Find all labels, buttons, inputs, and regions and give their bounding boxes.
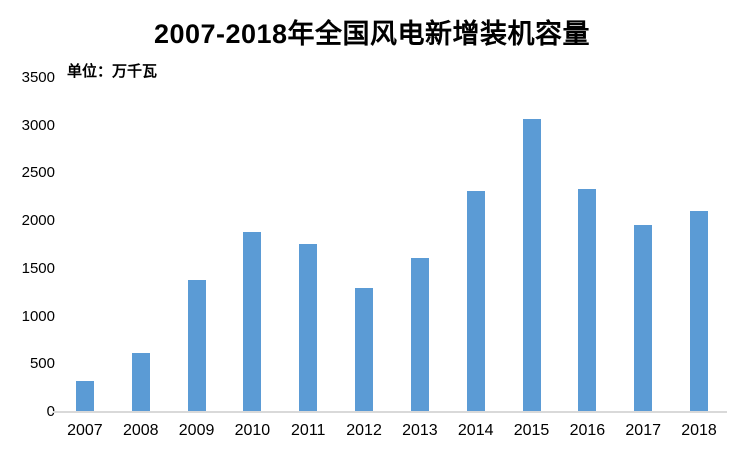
bar-2018 [690,210,709,412]
bar-slot-2012 [336,78,392,412]
x-axis: 2007 2008 2009 2010 2011 2012 2013 2014 2015 2016… [57,422,727,440]
bar-slot-2014 [448,78,504,412]
y-tick-label: 2000 [21,212,55,230]
bar-slot-2010 [224,78,280,412]
bar-slot-2009 [169,78,225,412]
bar-slot-2007 [57,78,113,412]
bar-slot-2016 [559,78,615,412]
x-tick-label: 2009 [178,422,215,439]
bar-2012 [355,287,374,412]
bar-slot-2017 [615,78,671,412]
bar-slot-2018 [671,78,727,412]
bar-2011 [299,244,318,412]
bar-2017 [634,225,653,412]
x-tick-label: 2011 [291,422,326,439]
x-tick-label: 2014 [457,422,494,439]
y-axis: 0 500 1000 1500 2000 2500 3000 3500 [0,0,55,456]
bar-2008 [131,352,150,412]
x-axis-line [53,411,727,413]
bar-slot-2013 [392,78,448,412]
bar-2015 [522,119,541,412]
x-tick-label: 2017 [625,422,661,439]
bar-2007 [75,380,94,412]
x-tick-label: 2012 [346,422,382,439]
x-tick-label: 2016 [569,422,606,439]
bar-2013 [410,258,429,412]
y-tick-label: 500 [29,355,55,373]
x-tick-label: 2008 [122,422,159,439]
x-tick-label: 2018 [681,422,717,439]
bar-slot-2015 [504,78,560,412]
y-tick-label: 1500 [21,259,55,277]
plot-area [57,78,727,412]
y-tick-label: 3000 [21,116,55,134]
bar-2009 [187,280,206,412]
x-tick-label: 2015 [513,422,550,439]
bar-slot-2008 [113,78,169,412]
x-tick-label: 2013 [402,422,438,439]
y-tick-label: 1000 [21,307,55,325]
y-tick-label: 2500 [21,164,55,182]
bar-2014 [466,190,485,412]
bar-2010 [243,231,262,412]
x-tick-label: 2010 [234,422,271,439]
x-tick-label: 2007 [67,422,103,439]
bar-slot-2011 [280,78,336,412]
y-tick-label: 0 [46,403,55,420]
chart-title: 2007-2018年全国风电新增装机容量 [153,19,591,49]
unit-label: 单位：万千瓦 [67,63,158,80]
y-tick-label: 3500 [21,69,55,86]
bar-2016 [578,188,597,412]
